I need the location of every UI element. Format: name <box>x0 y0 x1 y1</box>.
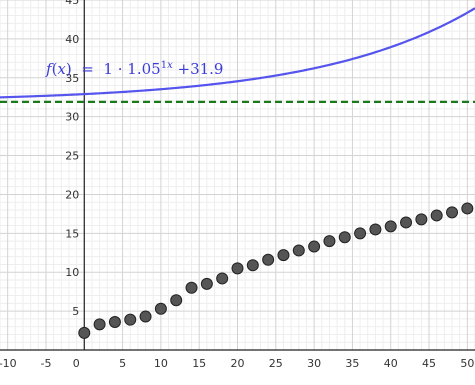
data-point[interactable] <box>430 209 443 222</box>
data-point[interactable] <box>246 259 259 272</box>
plus-sign: + <box>177 60 191 78</box>
x-tick-label: 0 <box>73 357 80 370</box>
y-tick-label: 20 <box>65 188 79 201</box>
function-label: f(x) = 1 · 1.051x +31.9 <box>46 60 224 78</box>
dot-operator: · <box>117 60 123 78</box>
coefficient: 1 <box>103 60 113 78</box>
x-tick-label: 20 <box>231 357 245 370</box>
y-tick-label: 25 <box>65 150 79 163</box>
data-point[interactable] <box>400 216 413 229</box>
y-tick-label: 35 <box>65 72 79 85</box>
equals-sign: = <box>81 60 94 78</box>
x-tick-label: 25 <box>269 357 283 370</box>
data-point[interactable] <box>78 326 91 339</box>
data-point[interactable] <box>292 244 305 257</box>
data-point[interactable] <box>384 220 397 233</box>
y-tick-label: 45 <box>65 0 79 7</box>
function-variable: x <box>57 60 66 78</box>
exponent-coefficient: 1 <box>160 60 168 71</box>
data-point[interactable] <box>124 313 137 326</box>
data-point[interactable] <box>216 272 229 285</box>
x-tick-label: 15 <box>192 357 206 370</box>
data-point[interactable] <box>154 302 167 315</box>
axes <box>0 0 475 351</box>
data-point[interactable] <box>170 294 183 307</box>
base-value: 1.05 <box>127 60 161 78</box>
y-tick-label: 30 <box>65 111 79 124</box>
y-tick-label: 40 <box>65 33 79 46</box>
exponential-function-curve[interactable] <box>0 7 475 99</box>
data-point[interactable] <box>93 318 106 331</box>
tick-labels-layer: -10 -5 0 5 10 15 20 25 30 35 40 45 50 5 10 15 20 25 30 35 40… <box>0 0 474 370</box>
data-point[interactable] <box>323 235 336 248</box>
function-curve-layer <box>0 7 475 99</box>
x-tick-label: 50 <box>460 357 474 370</box>
x-tick-label: -10 <box>0 357 17 370</box>
data-point[interactable] <box>446 206 459 219</box>
x-tick-label: -5 <box>40 357 51 370</box>
x-tick-label: 40 <box>384 357 398 370</box>
data-point[interactable] <box>262 253 275 266</box>
major-gridlines <box>0 0 475 350</box>
x-tick-label: 5 <box>119 357 126 370</box>
data-point[interactable] <box>185 281 198 294</box>
data-point[interactable] <box>308 240 321 253</box>
x-tick-label: 45 <box>422 357 436 370</box>
y-tick-label: 5 <box>72 305 79 318</box>
data-point[interactable] <box>277 249 290 262</box>
y-tick-label: 10 <box>65 266 79 279</box>
data-point[interactable] <box>369 223 382 236</box>
data-points-layer <box>78 202 474 339</box>
x-tick-label: 10 <box>154 357 168 370</box>
data-point[interactable] <box>231 262 244 275</box>
data-point[interactable] <box>354 227 367 240</box>
data-point[interactable] <box>415 213 428 226</box>
exponent-variable: x <box>167 60 173 71</box>
data-point[interactable] <box>108 316 121 328</box>
data-point[interactable] <box>461 202 474 215</box>
data-point[interactable] <box>338 231 351 244</box>
constant-term: 31.9 <box>190 60 224 78</box>
x-tick-label: 30 <box>307 357 321 370</box>
data-point[interactable] <box>200 277 213 290</box>
y-tick-label: 15 <box>65 227 79 240</box>
x-tick-label: 35 <box>345 357 359 370</box>
function-name: f <box>46 60 52 78</box>
data-point[interactable] <box>139 310 152 323</box>
